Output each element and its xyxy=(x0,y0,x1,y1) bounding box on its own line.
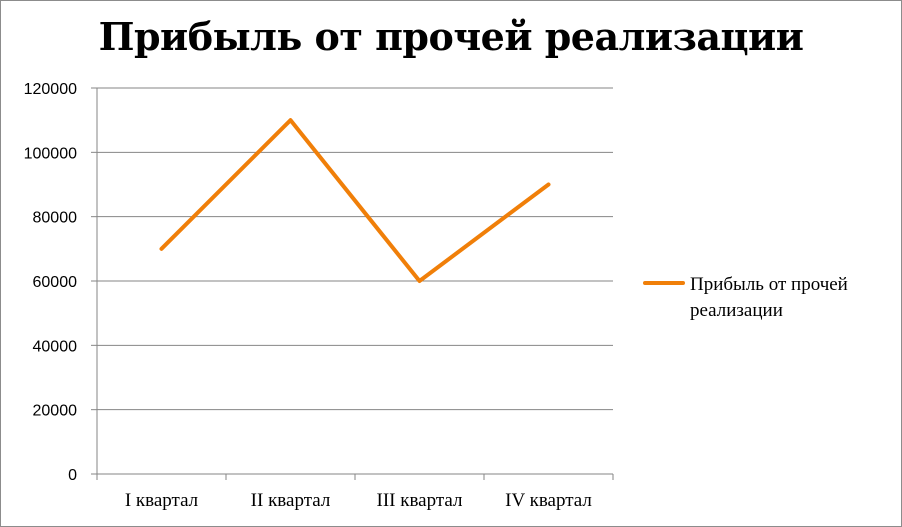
y-tick-label: 120000 xyxy=(24,81,77,98)
series-lines xyxy=(159,118,551,283)
x-tick-label: I квартал xyxy=(125,490,199,511)
x-tick-label: II квартал xyxy=(251,490,331,511)
y-tick-labels: 0 20000 40000 60000 80000 100000 120000 xyxy=(24,81,77,484)
legend: Прибыль от прочей реализации xyxy=(643,274,848,321)
x-tick-label: IV квартал xyxy=(505,490,592,511)
x-tick-label: III квартал xyxy=(377,490,464,511)
y-tick-label: 100000 xyxy=(24,145,77,162)
y-tick-label: 40000 xyxy=(33,338,78,355)
y-tick-label: 20000 xyxy=(33,403,78,420)
y-tick-label: 60000 xyxy=(33,274,78,291)
chart-title: Прибыль от прочей реализации xyxy=(98,14,804,59)
series-line xyxy=(159,118,551,283)
y-tick-label: 80000 xyxy=(33,210,78,227)
y-tick-label: 0 xyxy=(68,467,77,484)
x-tick-labels: I квартал II квартал III квартал IV квартал xyxy=(125,490,593,511)
gridlines xyxy=(97,87,613,411)
legend-label: Прибыль от прочей реализации xyxy=(690,274,848,321)
axes xyxy=(91,87,614,480)
